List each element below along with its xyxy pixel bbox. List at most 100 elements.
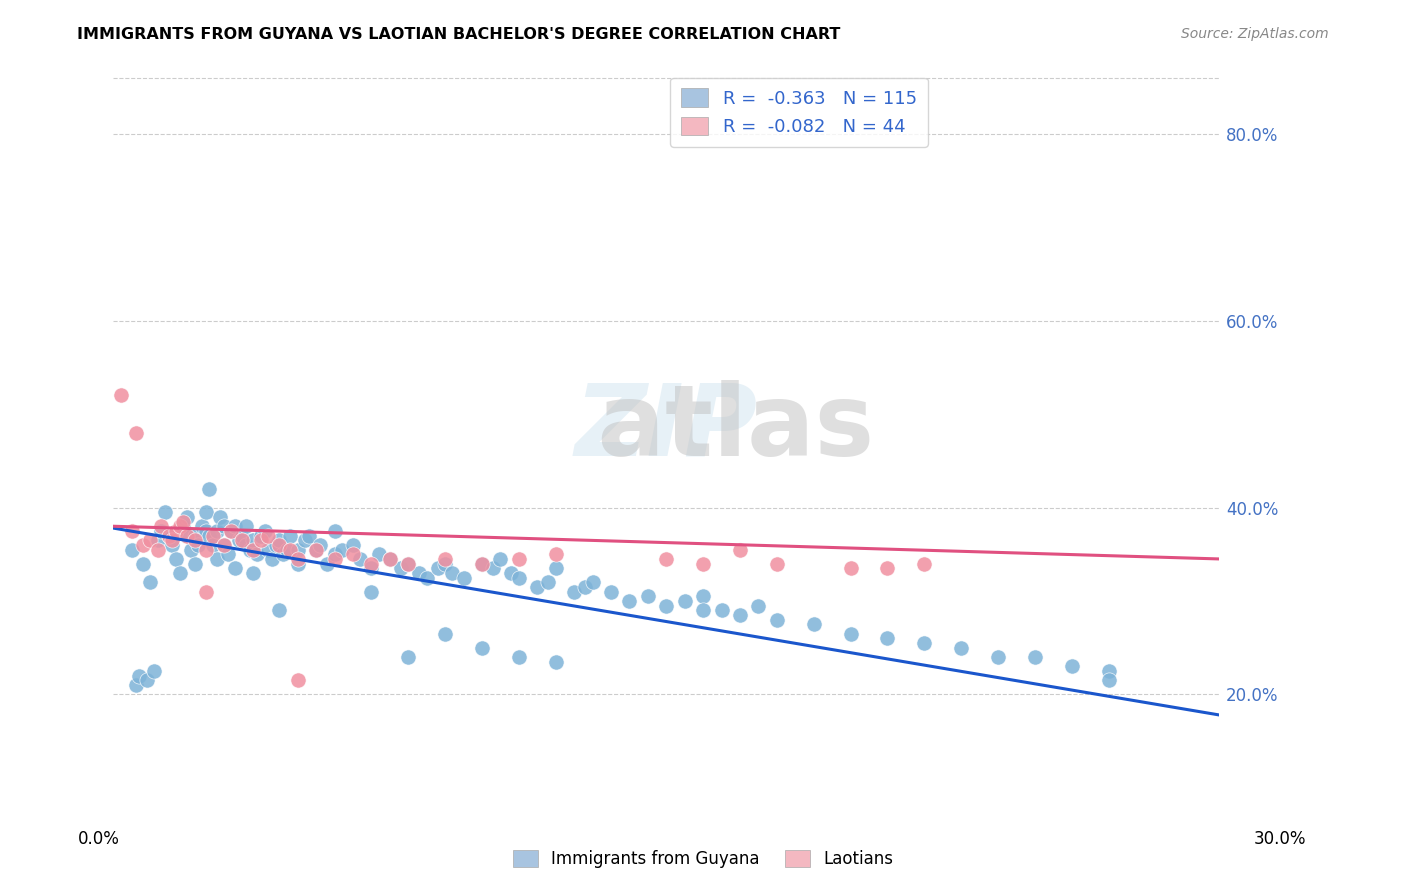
Point bbox=[260, 552, 283, 566]
Point bbox=[360, 561, 382, 575]
Point bbox=[212, 538, 235, 552]
Legend: Immigrants from Guyana, Laotians: Immigrants from Guyana, Laotians bbox=[506, 843, 900, 875]
Point bbox=[765, 557, 787, 571]
Point bbox=[194, 505, 217, 519]
Point bbox=[434, 552, 457, 566]
Point bbox=[250, 528, 273, 542]
Point bbox=[710, 603, 733, 617]
Text: 0.0%: 0.0% bbox=[77, 830, 120, 847]
Point bbox=[912, 636, 935, 650]
Point bbox=[191, 519, 214, 533]
Point bbox=[316, 557, 339, 571]
Point bbox=[673, 594, 696, 608]
Point bbox=[508, 571, 530, 585]
Point bbox=[269, 603, 291, 617]
Point bbox=[209, 509, 232, 524]
Point bbox=[271, 547, 294, 561]
Point bbox=[269, 533, 291, 548]
Point bbox=[172, 519, 194, 533]
Point bbox=[250, 533, 273, 548]
Point bbox=[132, 538, 155, 552]
Text: 30.0%: 30.0% bbox=[1253, 830, 1306, 847]
Point bbox=[180, 542, 202, 557]
Point bbox=[287, 673, 309, 688]
Point bbox=[287, 542, 309, 557]
Point bbox=[157, 528, 180, 542]
Point bbox=[692, 590, 714, 604]
Point bbox=[121, 524, 143, 538]
Point bbox=[305, 542, 328, 557]
Point bbox=[228, 533, 250, 548]
Point bbox=[235, 538, 257, 552]
Point bbox=[162, 538, 184, 552]
Point bbox=[544, 655, 567, 669]
Point bbox=[728, 542, 751, 557]
Point bbox=[396, 557, 419, 571]
Point bbox=[242, 542, 264, 557]
Point bbox=[471, 557, 494, 571]
Point bbox=[526, 580, 548, 594]
Point bbox=[342, 538, 364, 552]
Point bbox=[276, 542, 298, 557]
Point bbox=[839, 561, 862, 575]
Point bbox=[124, 678, 146, 692]
Point bbox=[600, 584, 623, 599]
Point bbox=[205, 524, 228, 538]
Point bbox=[183, 557, 205, 571]
Point bbox=[482, 561, 505, 575]
Point bbox=[434, 626, 457, 640]
Point bbox=[257, 542, 280, 557]
Text: atlas: atlas bbox=[458, 380, 875, 476]
Point bbox=[378, 552, 401, 566]
Point bbox=[264, 538, 287, 552]
Point bbox=[143, 664, 166, 678]
Point bbox=[194, 542, 217, 557]
Point bbox=[508, 650, 530, 665]
Point bbox=[360, 557, 382, 571]
Point bbox=[298, 528, 321, 542]
Point bbox=[501, 566, 523, 580]
Point bbox=[408, 566, 430, 580]
Point bbox=[471, 640, 494, 655]
Point bbox=[246, 547, 269, 561]
Point bbox=[562, 584, 585, 599]
Point bbox=[323, 552, 346, 566]
Point bbox=[637, 590, 659, 604]
Point bbox=[183, 528, 205, 542]
Text: ZIP: ZIP bbox=[575, 380, 758, 476]
Point bbox=[396, 557, 419, 571]
Point bbox=[655, 599, 678, 613]
Point bbox=[194, 524, 217, 538]
Point bbox=[876, 632, 898, 646]
Point bbox=[128, 669, 150, 683]
Point bbox=[165, 552, 187, 566]
Point bbox=[453, 571, 475, 585]
Point bbox=[544, 547, 567, 561]
Point bbox=[349, 552, 371, 566]
Point bbox=[912, 557, 935, 571]
Point bbox=[110, 388, 132, 402]
Point bbox=[194, 584, 217, 599]
Point bbox=[619, 594, 641, 608]
Point bbox=[544, 561, 567, 575]
Point bbox=[217, 547, 239, 561]
Point bbox=[747, 599, 769, 613]
Point bbox=[221, 524, 243, 538]
Point bbox=[231, 533, 253, 548]
Point bbox=[1097, 673, 1119, 688]
Point bbox=[574, 580, 596, 594]
Point bbox=[176, 528, 198, 542]
Point bbox=[198, 482, 221, 496]
Point bbox=[224, 519, 246, 533]
Point bbox=[360, 584, 382, 599]
Point bbox=[692, 557, 714, 571]
Text: IMMIGRANTS FROM GUYANA VS LAOTIAN BACHELOR'S DEGREE CORRELATION CHART: IMMIGRANTS FROM GUYANA VS LAOTIAN BACHEL… bbox=[77, 27, 841, 42]
Point bbox=[121, 542, 143, 557]
Point bbox=[692, 603, 714, 617]
Point bbox=[146, 542, 169, 557]
Point bbox=[728, 607, 751, 622]
Point bbox=[150, 524, 173, 538]
Point bbox=[294, 533, 316, 548]
Point bbox=[201, 538, 224, 552]
Point bbox=[839, 626, 862, 640]
